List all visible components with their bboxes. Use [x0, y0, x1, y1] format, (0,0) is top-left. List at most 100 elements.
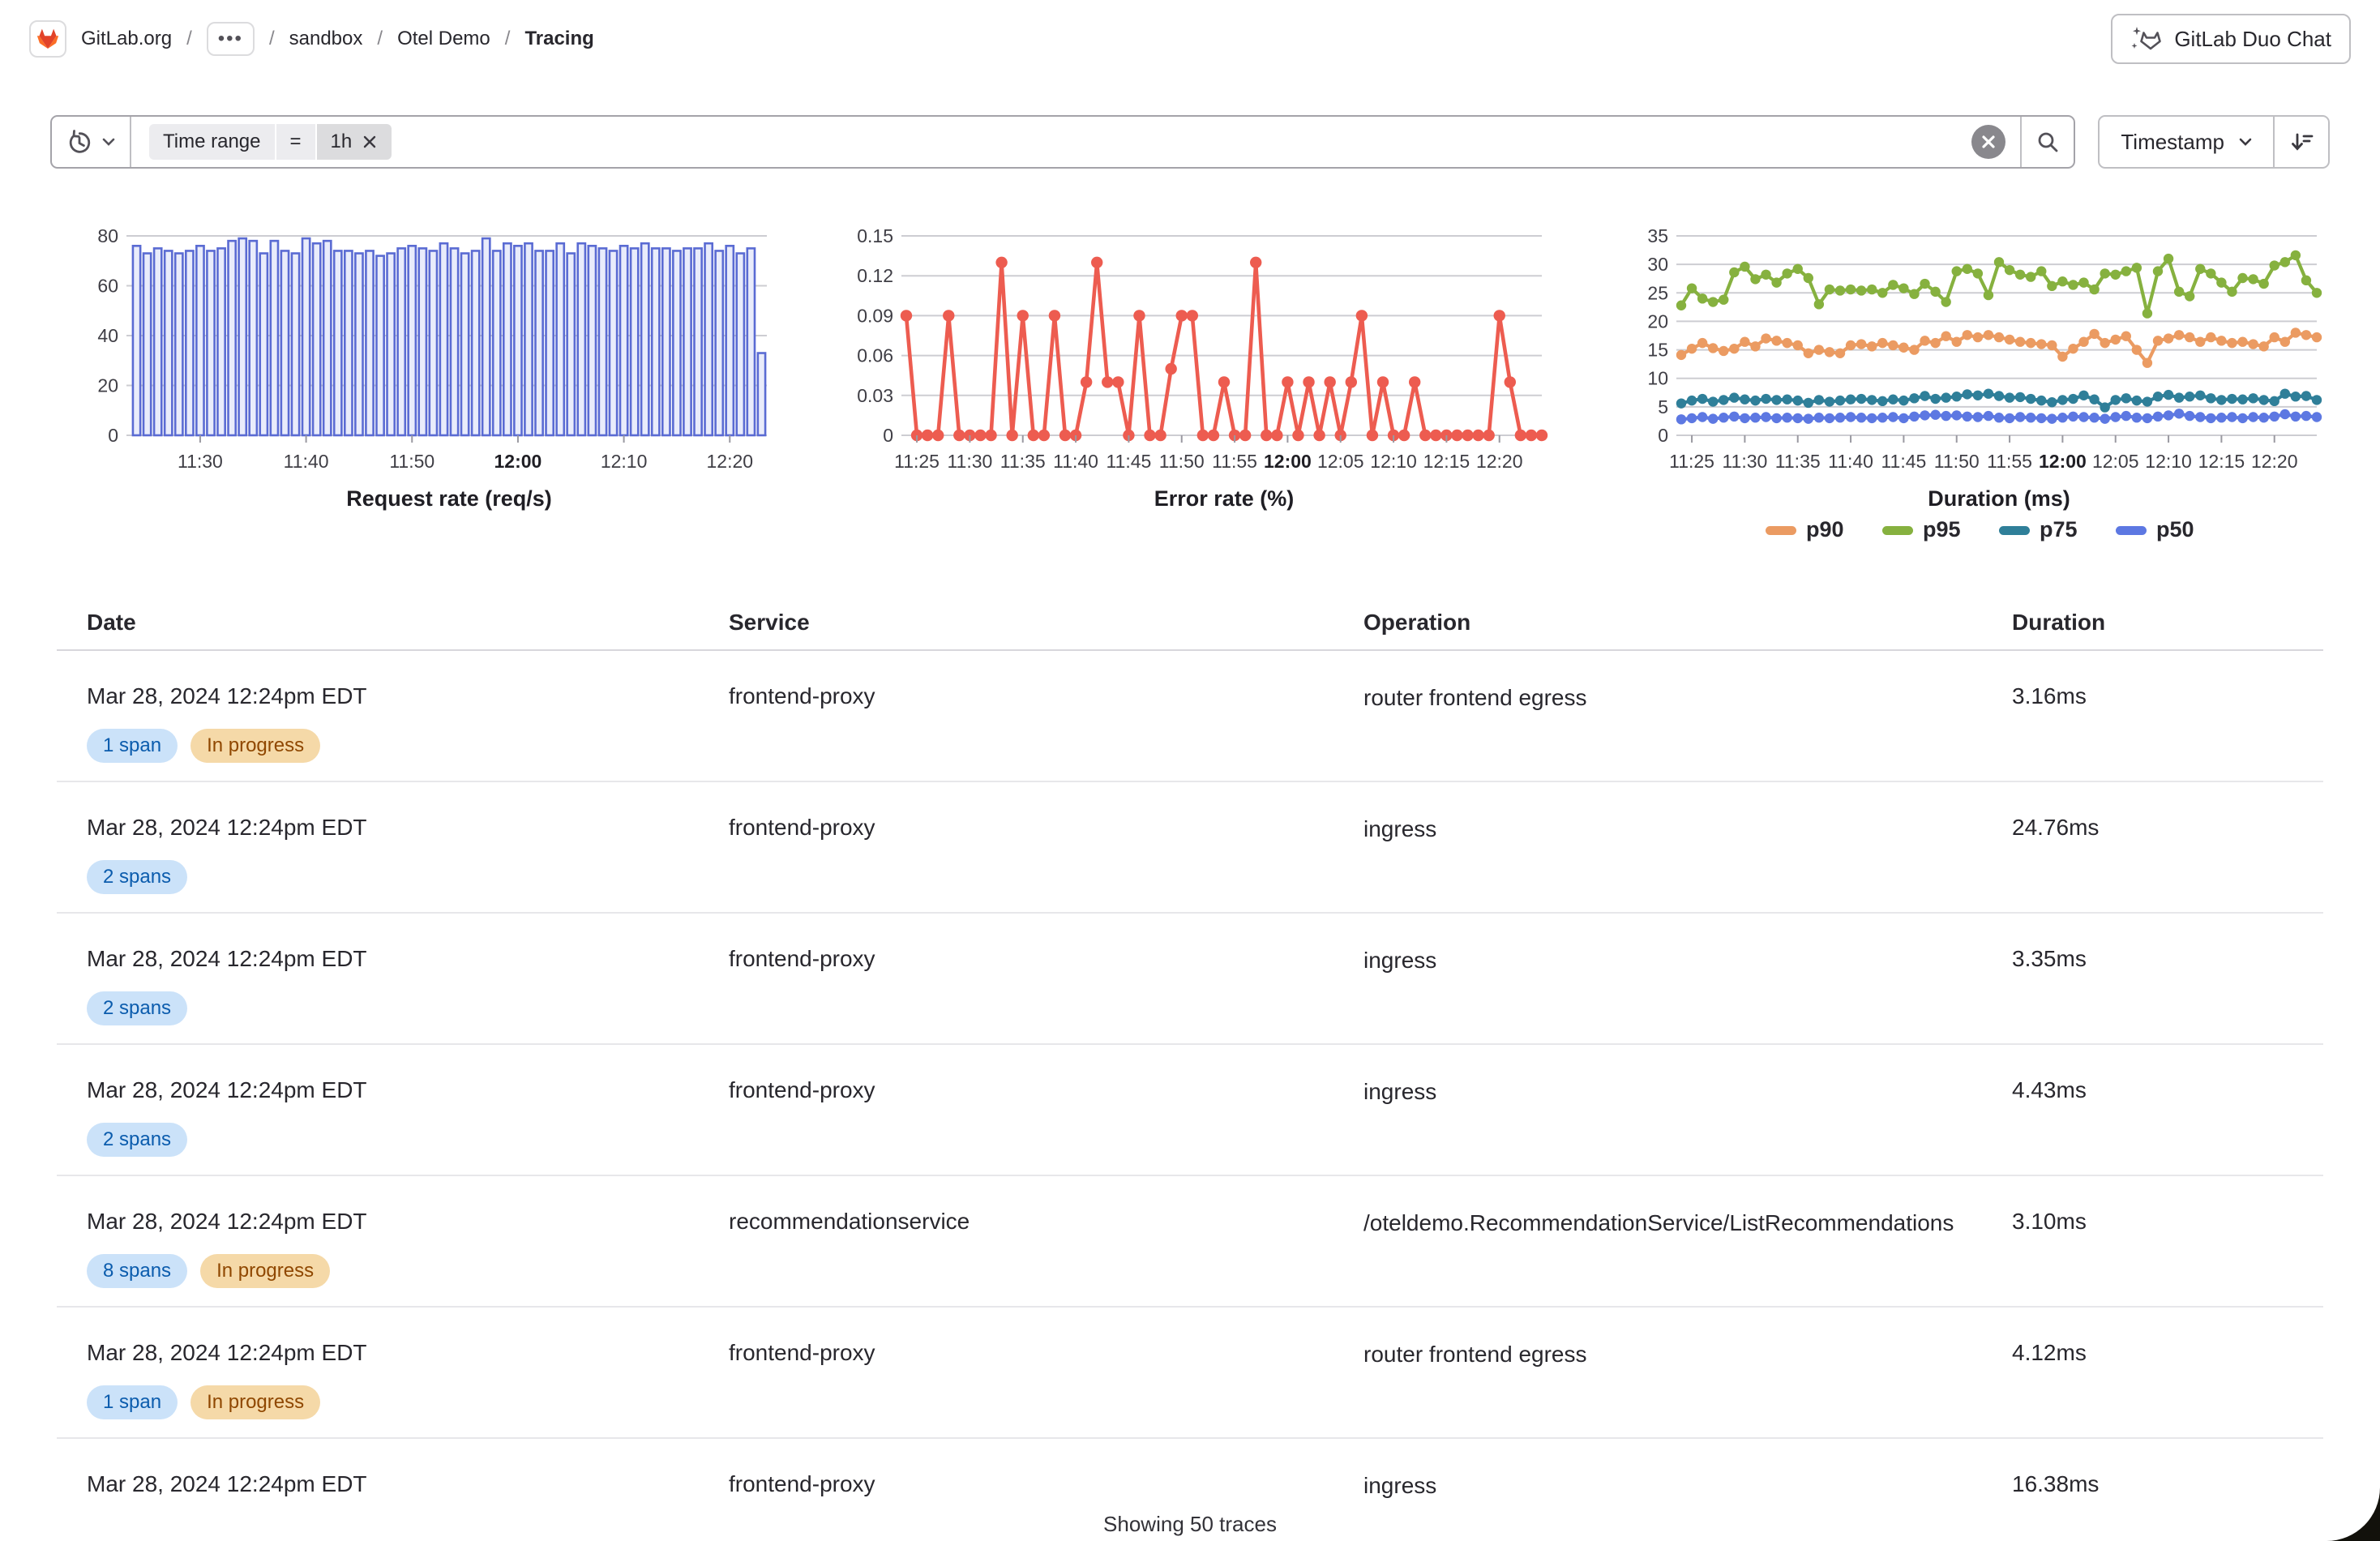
svg-text:0.15: 0.15: [857, 225, 893, 246]
trace-badges: 1 span In progress: [87, 729, 729, 763]
clear-search-button[interactable]: [1971, 125, 2006, 159]
trace-date-cell: Mar 28, 2024 12:24pm EDT: [87, 1471, 729, 1497]
svg-text:p95: p95: [1923, 517, 1961, 541]
status-badge: In progress: [190, 729, 321, 763]
sort-descending-icon: [2292, 133, 2314, 151]
span-count-badge: 2 spans: [87, 991, 188, 1025]
svg-text:11:40: 11:40: [284, 451, 329, 472]
svg-text:11:50: 11:50: [1934, 451, 1980, 472]
svg-text:15: 15: [1647, 340, 1668, 361]
table-row[interactable]: Mar 28, 2024 12:24pm EDT 8 spans In progre…: [57, 1176, 2323, 1308]
filter-token-value[interactable]: 1h: [316, 124, 392, 160]
request-rate-chart[interactable]: 0 20 40 60 80 11:30 11:40 11:50 12:00 12:10 12:20 R…: [50, 214, 780, 554]
svg-text:25: 25: [1647, 282, 1668, 303]
trace-operation: ingress: [1363, 1473, 1437, 1498]
trace-operation: /oteldemo.RecommendationService/ListReco…: [1363, 1210, 1954, 1235]
trace-date: Mar 28, 2024 12:24pm EDT: [87, 1471, 367, 1496]
breadcrumb-item-project[interactable]: Otel Demo: [397, 28, 490, 49]
svg-text:12:20: 12:20: [1476, 451, 1523, 472]
span-count-badge: 1 span: [87, 1385, 178, 1419]
svg-text:12:10: 12:10: [2145, 451, 2192, 472]
filter-token-field[interactable]: Time range: [149, 124, 275, 160]
svg-text:12:00: 12:00: [1264, 451, 1312, 472]
sort-direction-button[interactable]: [2275, 117, 2328, 167]
traces-table: Date Service Operation Duration Mar 28, …: [57, 596, 2323, 1500]
breadcrumb-item-current: Tracing: [524, 28, 594, 49]
svg-text:0.06: 0.06: [857, 345, 893, 366]
duo-chat-button[interactable]: GitLab Duo Chat: [2111, 14, 2351, 64]
search-history-dropdown[interactable]: [52, 117, 131, 167]
breadcrumb-item-sandbox[interactable]: sandbox: [289, 28, 363, 49]
svg-text:11:55: 11:55: [1987, 451, 2032, 472]
table-header-row: Date Service Operation Duration: [57, 596, 2323, 651]
svg-text:10: 10: [1647, 368, 1668, 389]
svg-text:Duration (ms): Duration (ms): [1928, 486, 2070, 511]
breadcrumb: GitLab.org / ••• / sandbox / Otel Demo /…: [29, 20, 594, 58]
breadcrumb-separator: /: [377, 28, 383, 49]
svg-text:12:05: 12:05: [1317, 451, 1364, 472]
filter-row: Time range = 1h Timestamp: [50, 115, 2330, 169]
trace-operation: router frontend egress: [1363, 1342, 1587, 1367]
history-icon: [66, 129, 92, 155]
svg-text:0.12: 0.12: [857, 265, 893, 286]
svg-text:11:55: 11:55: [1212, 451, 1257, 472]
breadcrumb-separator: /: [504, 28, 511, 49]
trace-date-cell: Mar 28, 2024 12:24pm EDT 1 span In progres…: [87, 1340, 729, 1419]
svg-text:11:50: 11:50: [389, 451, 434, 472]
svg-text:11:30: 11:30: [947, 451, 992, 472]
table-row[interactable]: Mar 28, 2024 12:24pm EDT 2 spans frontend-…: [57, 782, 2323, 914]
table-row[interactable]: Mar 28, 2024 12:24pm EDT 2 spans frontend-…: [57, 914, 2323, 1045]
svg-text:0: 0: [108, 425, 118, 446]
table-row[interactable]: Mar 28, 2024 12:24pm EDT 2 spans frontend-…: [57, 1045, 2323, 1176]
span-count-badge: 8 spans: [87, 1254, 188, 1288]
table-row[interactable]: Mar 28, 2024 12:24pm EDT 1 span In progres…: [57, 651, 2323, 782]
svg-text:p50: p50: [2156, 517, 2194, 541]
trace-operation: ingress: [1363, 948, 1437, 973]
search-icon: [2038, 132, 2058, 152]
trace-service: frontend-proxy: [729, 1471, 875, 1496]
filter-token-value-text: 1h: [330, 131, 353, 152]
svg-text:11:25: 11:25: [1669, 451, 1714, 472]
span-count-badge: 2 spans: [87, 860, 188, 894]
table-row[interactable]: Mar 28, 2024 12:24pm EDT 1 span In progres…: [57, 1308, 2323, 1439]
svg-text:11:50: 11:50: [1159, 451, 1205, 472]
svg-text:Request rate (req/s): Request rate (req/s): [346, 486, 552, 511]
trace-duration: 3.35ms: [2012, 946, 2087, 971]
duration-chart[interactable]: 0 5 10 15 20 25 30 35 11:25 11:30 11:35 11:40 11:45 1…: [1600, 214, 2330, 554]
trace-date: Mar 28, 2024 12:24pm EDT: [87, 946, 367, 971]
trace-date: Mar 28, 2024 12:24pm EDT: [87, 683, 367, 708]
filtered-search-bar[interactable]: Time range = 1h: [50, 115, 2076, 169]
trace-service: recommendationservice: [729, 1209, 970, 1234]
breadcrumb-ellipsis-button[interactable]: •••: [206, 22, 255, 56]
column-header-duration: Duration: [2012, 610, 2106, 635]
sort-field-dropdown[interactable]: Timestamp: [2100, 117, 2273, 167]
status-badge: In progress: [200, 1254, 331, 1288]
breadcrumb-item-group[interactable]: GitLab.org: [81, 28, 173, 49]
sort-field-label: Timestamp: [2121, 129, 2224, 154]
trace-table-body: Mar 28, 2024 12:24pm EDT 1 span In progres…: [57, 651, 2323, 1500]
duo-chat-label: GitLab Duo Chat: [2174, 26, 2331, 51]
svg-text:0: 0: [1658, 425, 1668, 446]
trace-operation: router frontend egress: [1363, 685, 1587, 710]
filter-token[interactable]: Time range = 1h: [149, 124, 392, 160]
divider: [2273, 117, 2275, 167]
trace-duration: 4.12ms: [2012, 1340, 2087, 1365]
search-button[interactable]: [2022, 117, 2074, 167]
chevron-down-icon: [2239, 137, 2252, 147]
token-close-icon[interactable]: [362, 134, 378, 150]
table-row[interactable]: Mar 28, 2024 12:24pm EDT frontend-proxy in…: [57, 1439, 2323, 1500]
svg-text:11:45: 11:45: [1881, 451, 1926, 472]
trace-badges: 2 spans: [87, 1123, 729, 1157]
svg-text:60: 60: [97, 276, 118, 297]
filter-token-operator[interactable]: =: [276, 124, 315, 160]
gitlab-logo-icon[interactable]: [29, 20, 66, 58]
trace-service: frontend-proxy: [729, 1077, 875, 1102]
traces-count-summary: Showing 50 traces: [1103, 1512, 1277, 1537]
svg-text:35: 35: [1647, 225, 1668, 246]
svg-text:12:15: 12:15: [1423, 451, 1470, 472]
trace-date-cell: Mar 28, 2024 12:24pm EDT 8 spans In progre…: [87, 1209, 729, 1288]
svg-text:Error rate (%): Error rate (%): [1154, 486, 1295, 511]
error-rate-chart[interactable]: 0 0.03 0.06 0.09 0.12 0.15 11:25 11:30 11:35 11:4…: [825, 214, 1555, 554]
svg-text:12:20: 12:20: [2251, 451, 2298, 472]
svg-text:11:35: 11:35: [1000, 451, 1046, 472]
